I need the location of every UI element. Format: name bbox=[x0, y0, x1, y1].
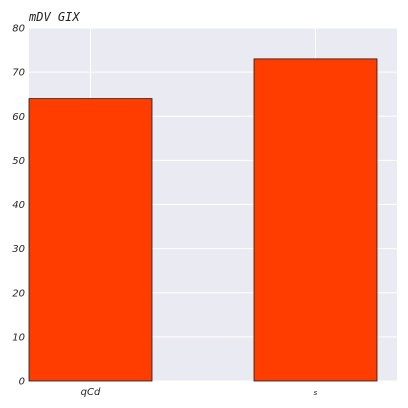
y-tick-label: 70 bbox=[12, 68, 25, 79]
chart-title: mDV GIX bbox=[28, 10, 80, 24]
x-tick-label: qCd bbox=[81, 387, 101, 398]
y-tick-label: 80 bbox=[12, 24, 25, 35]
y-tick-label: 50 bbox=[12, 156, 25, 167]
y-tick-label: 20 bbox=[12, 288, 25, 299]
x-axis-ticks: qCd s bbox=[81, 387, 318, 398]
y-tick-label: 10 bbox=[12, 332, 25, 343]
bar-qCd bbox=[28, 98, 153, 382]
y-tick-label: 30 bbox=[12, 244, 25, 255]
y-tick-label: 60 bbox=[12, 112, 25, 123]
y-tick-label: 40 bbox=[12, 200, 25, 211]
x-tick-label: s bbox=[314, 389, 318, 397]
bars bbox=[28, 58, 378, 382]
bar-s bbox=[253, 58, 378, 382]
y-axis-ticks: 0 10 20 30 40 50 60 70 80 bbox=[12, 24, 25, 388]
y-tick-label: 0 bbox=[19, 377, 25, 388]
